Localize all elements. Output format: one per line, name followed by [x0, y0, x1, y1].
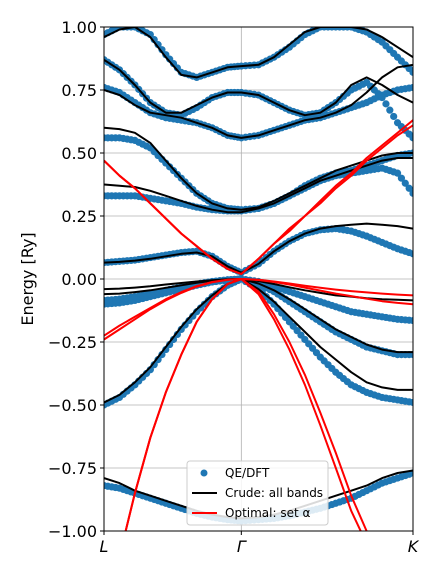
series-dft: [104, 27, 413, 525]
dft-point: [390, 112, 398, 121]
y-tick-label: −0.75: [48, 459, 97, 478]
y-tick-label: 0.75: [61, 81, 97, 100]
x-tick-label: K: [408, 537, 420, 556]
y-tick-label: 0.00: [61, 270, 97, 289]
y-tick-label: 0.50: [61, 144, 97, 163]
dft-point: [393, 169, 402, 177]
dft-point: [386, 106, 394, 114]
dft-point: [397, 174, 406, 182]
dft-point: [382, 100, 390, 108]
crude-band-line-9: [104, 27, 413, 79]
crude-band-line-8: [104, 58, 413, 117]
y-axis-label: Energy [Ry]: [18, 232, 37, 325]
crude-band-line-4: [104, 222, 413, 274]
dft-point: [409, 316, 413, 325]
optimal-band-line-3: [104, 278, 413, 337]
dft-point: [409, 250, 413, 258]
legend-marker-dot: [200, 469, 208, 477]
y-tick-label: −0.50: [48, 396, 97, 415]
dft-point: [409, 398, 413, 407]
crude-band-line-7: [104, 63, 413, 139]
dft-point: [409, 68, 413, 76]
legend-label: Optimal: set α: [225, 506, 310, 520]
x-tick-label: L: [100, 537, 109, 556]
y-tick-label: −0.25: [48, 333, 97, 352]
crude-band-line-1: [104, 278, 413, 404]
legend-label: QE/DFT: [225, 466, 270, 480]
y-axis: −1.00 −0.75 −0.50 −0.25 0.00 0.25 0.50 0.75 1.00: [48, 18, 104, 541]
dft-point: [173, 330, 181, 339]
dft-point: [409, 189, 413, 197]
y-tick-label: 0.25: [61, 207, 97, 226]
optimal-band-line-5: [104, 124, 413, 275]
legend-label: Crude: all bands: [225, 486, 323, 500]
crude-band-line-5: [104, 157, 413, 214]
legend-box: [186, 460, 329, 526]
legend: QE/DFT Crude: all bands Optimal: set α: [186, 460, 329, 526]
dft-point: [405, 184, 413, 192]
dft-point: [409, 83, 413, 92]
series-optimal: [104, 119, 413, 531]
dft-point: [401, 179, 409, 187]
dft-point: [378, 93, 386, 102]
x-tick-label: Γ: [237, 537, 247, 556]
y-tick-label: −1.00: [48, 522, 97, 541]
dft-point: [409, 134, 413, 142]
crude-band-line-2: [104, 278, 413, 354]
optimal-band-line-1: [124, 278, 368, 531]
y-tick-label: 1.00: [61, 18, 97, 37]
